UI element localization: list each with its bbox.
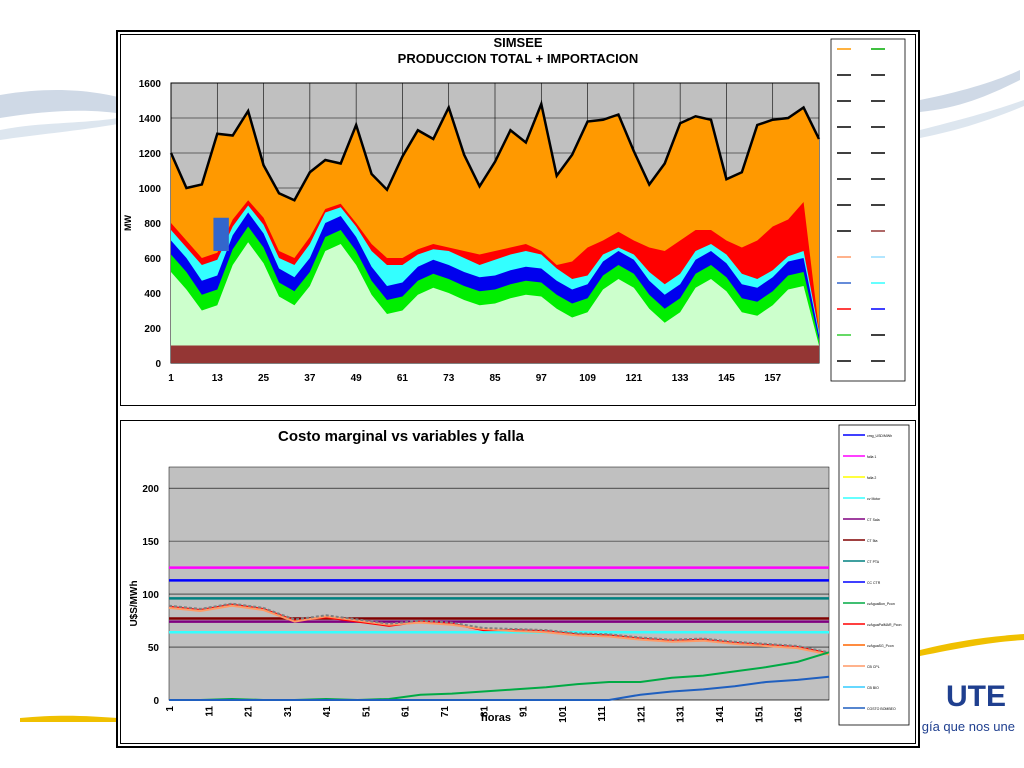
x-tick-label: 31 <box>283 706 294 718</box>
x-tick-label: 157 <box>764 373 781 384</box>
x-tick-label: 121 <box>626 373 643 384</box>
line-series-8 <box>168 604 830 656</box>
x-tick-label: 141 <box>715 706 726 723</box>
legend-entry-label: cv Motor <box>867 497 881 501</box>
legend-entry-label: falla 1 <box>867 455 876 459</box>
x-tick-label: 49 <box>351 373 363 384</box>
x-tick-label: 21 <box>244 706 255 718</box>
legend-entry-label: CT 5ta <box>867 539 877 543</box>
marginal-cost-chart-panel: Costo marginal vs variables y falla 0 50 10… <box>120 420 916 744</box>
x-tick-label: 51 <box>361 706 372 718</box>
x-tick-label: 91 <box>519 706 530 718</box>
x-tick-label: 61 <box>397 373 409 384</box>
area-series-2 <box>171 242 819 363</box>
y-tick-label: 1000 <box>139 184 162 195</box>
legend-box <box>838 424 910 726</box>
legend-entry-label: cvAguaBon_Pcon <box>867 602 895 606</box>
production-chart-panel: SIMSEE PRODUCCION TOTAL + IMPORTACION 0 200… <box>120 34 916 406</box>
y-tick-label: 100 <box>142 590 159 601</box>
legend-entry-label: cmg_USD/MWh <box>867 434 892 438</box>
navy-area-patch <box>213 217 229 251</box>
line-series-9 <box>168 602 830 654</box>
marginal-cost-chart: Costo marginal vs variables y falla 0 50 10… <box>129 424 910 726</box>
y-tick-label: 1600 <box>139 79 162 90</box>
legend-entry-label: cvAguaSG_Pcon <box>867 644 894 648</box>
y-tick-label: 1200 <box>139 149 162 160</box>
area-series-1 <box>171 345 819 363</box>
y-tick-label: 400 <box>144 289 161 300</box>
chart-title: SIMSEE <box>493 35 542 50</box>
x-tick-label: 97 <box>536 373 548 384</box>
x-tick-label: 37 <box>304 373 316 384</box>
y-tick-label: 200 <box>144 324 161 335</box>
x-tick-label: 161 <box>794 706 805 723</box>
legend-entry-label: COSTO BOMBEO <box>867 707 896 711</box>
ute-logo-graphic: UTE la energía que nos une <box>882 680 1015 734</box>
x-tick-label: 71 <box>440 706 451 718</box>
x-tick-label: 13 <box>212 373 224 384</box>
y-tick-label: 600 <box>144 254 161 265</box>
legend-entry-label: CT Sala <box>867 518 880 522</box>
y-tick-label: 200 <box>142 484 159 495</box>
x-axis-label: horas <box>481 712 511 724</box>
legend-entry-label: CB CPL <box>867 665 880 669</box>
chart-subtitle: PRODUCCION TOTAL + IMPORTACION <box>398 51 639 66</box>
line-series-11 <box>169 675 830 701</box>
legend-box <box>830 38 906 382</box>
ute-logo: UTE la energía que nos une <box>882 676 1022 736</box>
y-tick-label: 0 <box>153 696 159 707</box>
x-tick-label: 131 <box>676 706 687 723</box>
x-tick-label: 151 <box>754 706 765 723</box>
chart-title: Costo marginal vs variables y falla <box>278 428 525 445</box>
x-tick-label: 11 <box>204 706 215 717</box>
y-tick-label: 0 <box>155 359 161 370</box>
y-tick-label: 800 <box>144 219 161 230</box>
legend-entry-label: falla 2 <box>867 476 876 480</box>
legend-entry-label: CB BIO <box>867 686 879 690</box>
legend-entry-label: CC CTR <box>867 581 881 585</box>
plot-area <box>168 466 830 701</box>
x-tick-label: 145 <box>718 373 735 384</box>
y-axis-label: U$S/MWh <box>129 580 140 626</box>
y-tick-label: 1400 <box>139 114 162 125</box>
x-tick-label: 85 <box>489 373 501 384</box>
x-tick-label: 25 <box>258 373 270 384</box>
x-tick-label: 73 <box>443 373 455 384</box>
x-tick-label: 133 <box>672 373 689 384</box>
y-tick-label: 50 <box>148 643 160 654</box>
x-tick-label: 81 <box>479 706 490 718</box>
legend-entry-label: cvAguaPalMAR_Pcon <box>867 623 901 627</box>
x-tick-label: 1 <box>168 373 174 384</box>
legend <box>830 38 906 382</box>
x-tick-label: 41 <box>322 706 333 718</box>
y-tick-label: 150 <box>142 537 159 548</box>
y-axis-label: MW <box>123 215 133 231</box>
x-tick-label: 109 <box>579 373 596 384</box>
x-tick-label: 111 <box>597 706 608 722</box>
logo-text: UTE <box>946 680 1006 713</box>
legend-entry-label: CT PTA <box>867 560 880 564</box>
x-tick-label: 121 <box>636 706 647 723</box>
total-outline-line <box>169 99 821 202</box>
x-tick-label: 1 <box>165 706 176 712</box>
x-tick-label: 101 <box>558 706 569 723</box>
tagline-text: la energía que nos une <box>922 719 1015 734</box>
x-tick-label: 61 <box>401 706 412 718</box>
